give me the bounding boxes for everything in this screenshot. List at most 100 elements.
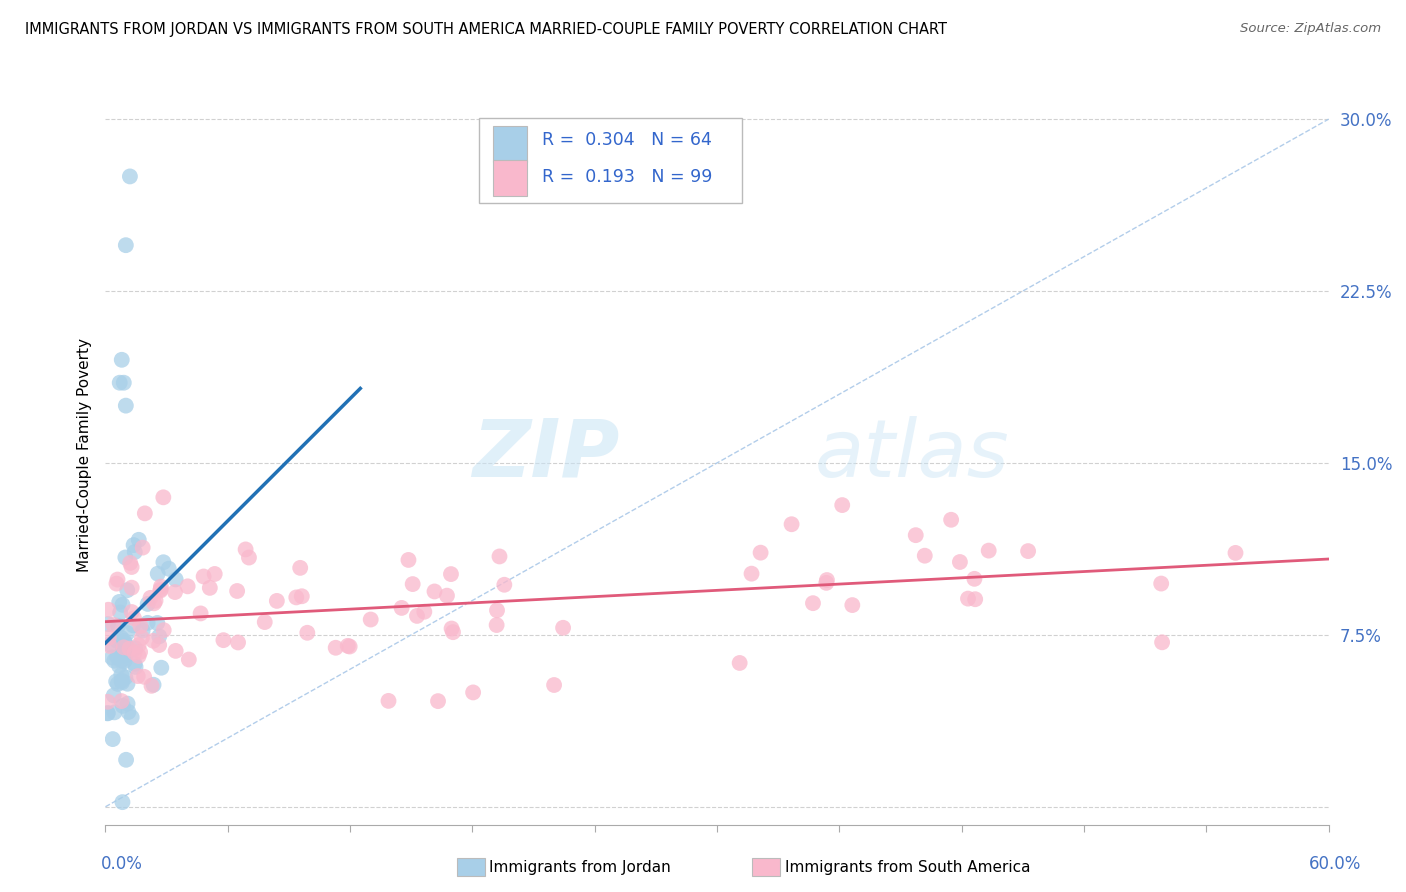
- Point: [108, 595, 131, 609]
- Point: [226, 584, 249, 599]
- Point: [114, 670, 136, 684]
- Point: [494, 578, 516, 592]
- Point: [112, 654, 135, 668]
- Point: [124, 545, 146, 559]
- Point: [112, 640, 135, 655]
- Point: [285, 591, 308, 605]
- Point: [111, 644, 134, 658]
- Point: [1152, 635, 1174, 649]
- Point: [841, 598, 863, 612]
- Point: [423, 584, 446, 599]
- Point: [152, 555, 174, 569]
- Point: [118, 169, 141, 184]
- Point: [146, 615, 169, 630]
- Y-axis label: Married-Couple Family Poverty: Married-Couple Family Poverty: [76, 338, 91, 572]
- Point: [108, 606, 131, 620]
- Point: [177, 652, 200, 666]
- Point: [440, 622, 463, 636]
- Point: [108, 376, 131, 390]
- Point: [956, 591, 979, 606]
- Point: [118, 641, 141, 656]
- Point: [111, 675, 134, 690]
- Point: [190, 607, 212, 621]
- Point: [963, 572, 986, 586]
- Point: [115, 399, 138, 413]
- Point: [485, 618, 508, 632]
- Point: [949, 555, 972, 569]
- Point: [297, 625, 319, 640]
- Text: Immigrants from Jordan: Immigrants from Jordan: [489, 860, 671, 874]
- Point: [198, 581, 221, 595]
- FancyBboxPatch shape: [494, 161, 527, 196]
- Point: [103, 654, 125, 668]
- Point: [128, 638, 150, 652]
- Point: [402, 577, 425, 591]
- Point: [110, 667, 132, 681]
- Point: [391, 601, 413, 615]
- Text: R =  0.304   N = 64: R = 0.304 N = 64: [543, 131, 711, 149]
- Point: [238, 550, 260, 565]
- Point: [440, 567, 463, 582]
- Point: [543, 678, 565, 692]
- Point: [108, 658, 131, 673]
- Point: [488, 549, 510, 564]
- Point: [129, 619, 152, 633]
- Point: [235, 542, 257, 557]
- Point: [101, 732, 124, 747]
- FancyBboxPatch shape: [478, 118, 741, 203]
- Point: [134, 507, 156, 521]
- Point: [101, 650, 124, 665]
- Point: [427, 694, 450, 708]
- Point: [103, 689, 125, 703]
- Point: [212, 633, 235, 648]
- Point: [121, 560, 143, 574]
- Point: [121, 605, 143, 619]
- Point: [226, 635, 249, 649]
- Point: [193, 569, 215, 583]
- Point: [139, 591, 162, 605]
- Point: [914, 549, 936, 563]
- Point: [105, 650, 128, 665]
- Point: [103, 617, 125, 632]
- Point: [121, 581, 143, 595]
- Point: [266, 594, 288, 608]
- Point: [728, 656, 751, 670]
- Point: [117, 677, 139, 691]
- Point: [377, 694, 399, 708]
- Point: [150, 661, 173, 675]
- Point: [152, 623, 174, 637]
- Point: [406, 608, 429, 623]
- Point: [111, 598, 134, 612]
- Point: [741, 566, 763, 581]
- Point: [977, 543, 1000, 558]
- Point: [122, 618, 145, 632]
- Point: [124, 657, 146, 671]
- Point: [97, 706, 120, 720]
- Point: [127, 669, 149, 683]
- Point: [1017, 544, 1039, 558]
- Text: Source: ZipAtlas.com: Source: ZipAtlas.com: [1240, 22, 1381, 36]
- Point: [124, 646, 146, 660]
- Point: [115, 753, 138, 767]
- Point: [97, 695, 120, 709]
- Point: [115, 626, 138, 640]
- Point: [749, 546, 772, 560]
- Point: [461, 685, 484, 699]
- Point: [110, 694, 132, 708]
- Point: [117, 705, 139, 719]
- Point: [97, 706, 120, 721]
- Point: [325, 640, 347, 655]
- Point: [111, 795, 134, 809]
- Point: [165, 644, 187, 658]
- Point: [114, 637, 136, 651]
- Point: [146, 566, 169, 581]
- Point: [1225, 546, 1247, 560]
- Point: [336, 639, 359, 653]
- Point: [111, 647, 134, 661]
- Point: [291, 589, 314, 603]
- Point: [290, 561, 312, 575]
- Point: [110, 631, 132, 645]
- Point: [143, 596, 166, 610]
- Point: [939, 513, 962, 527]
- Point: [131, 631, 153, 645]
